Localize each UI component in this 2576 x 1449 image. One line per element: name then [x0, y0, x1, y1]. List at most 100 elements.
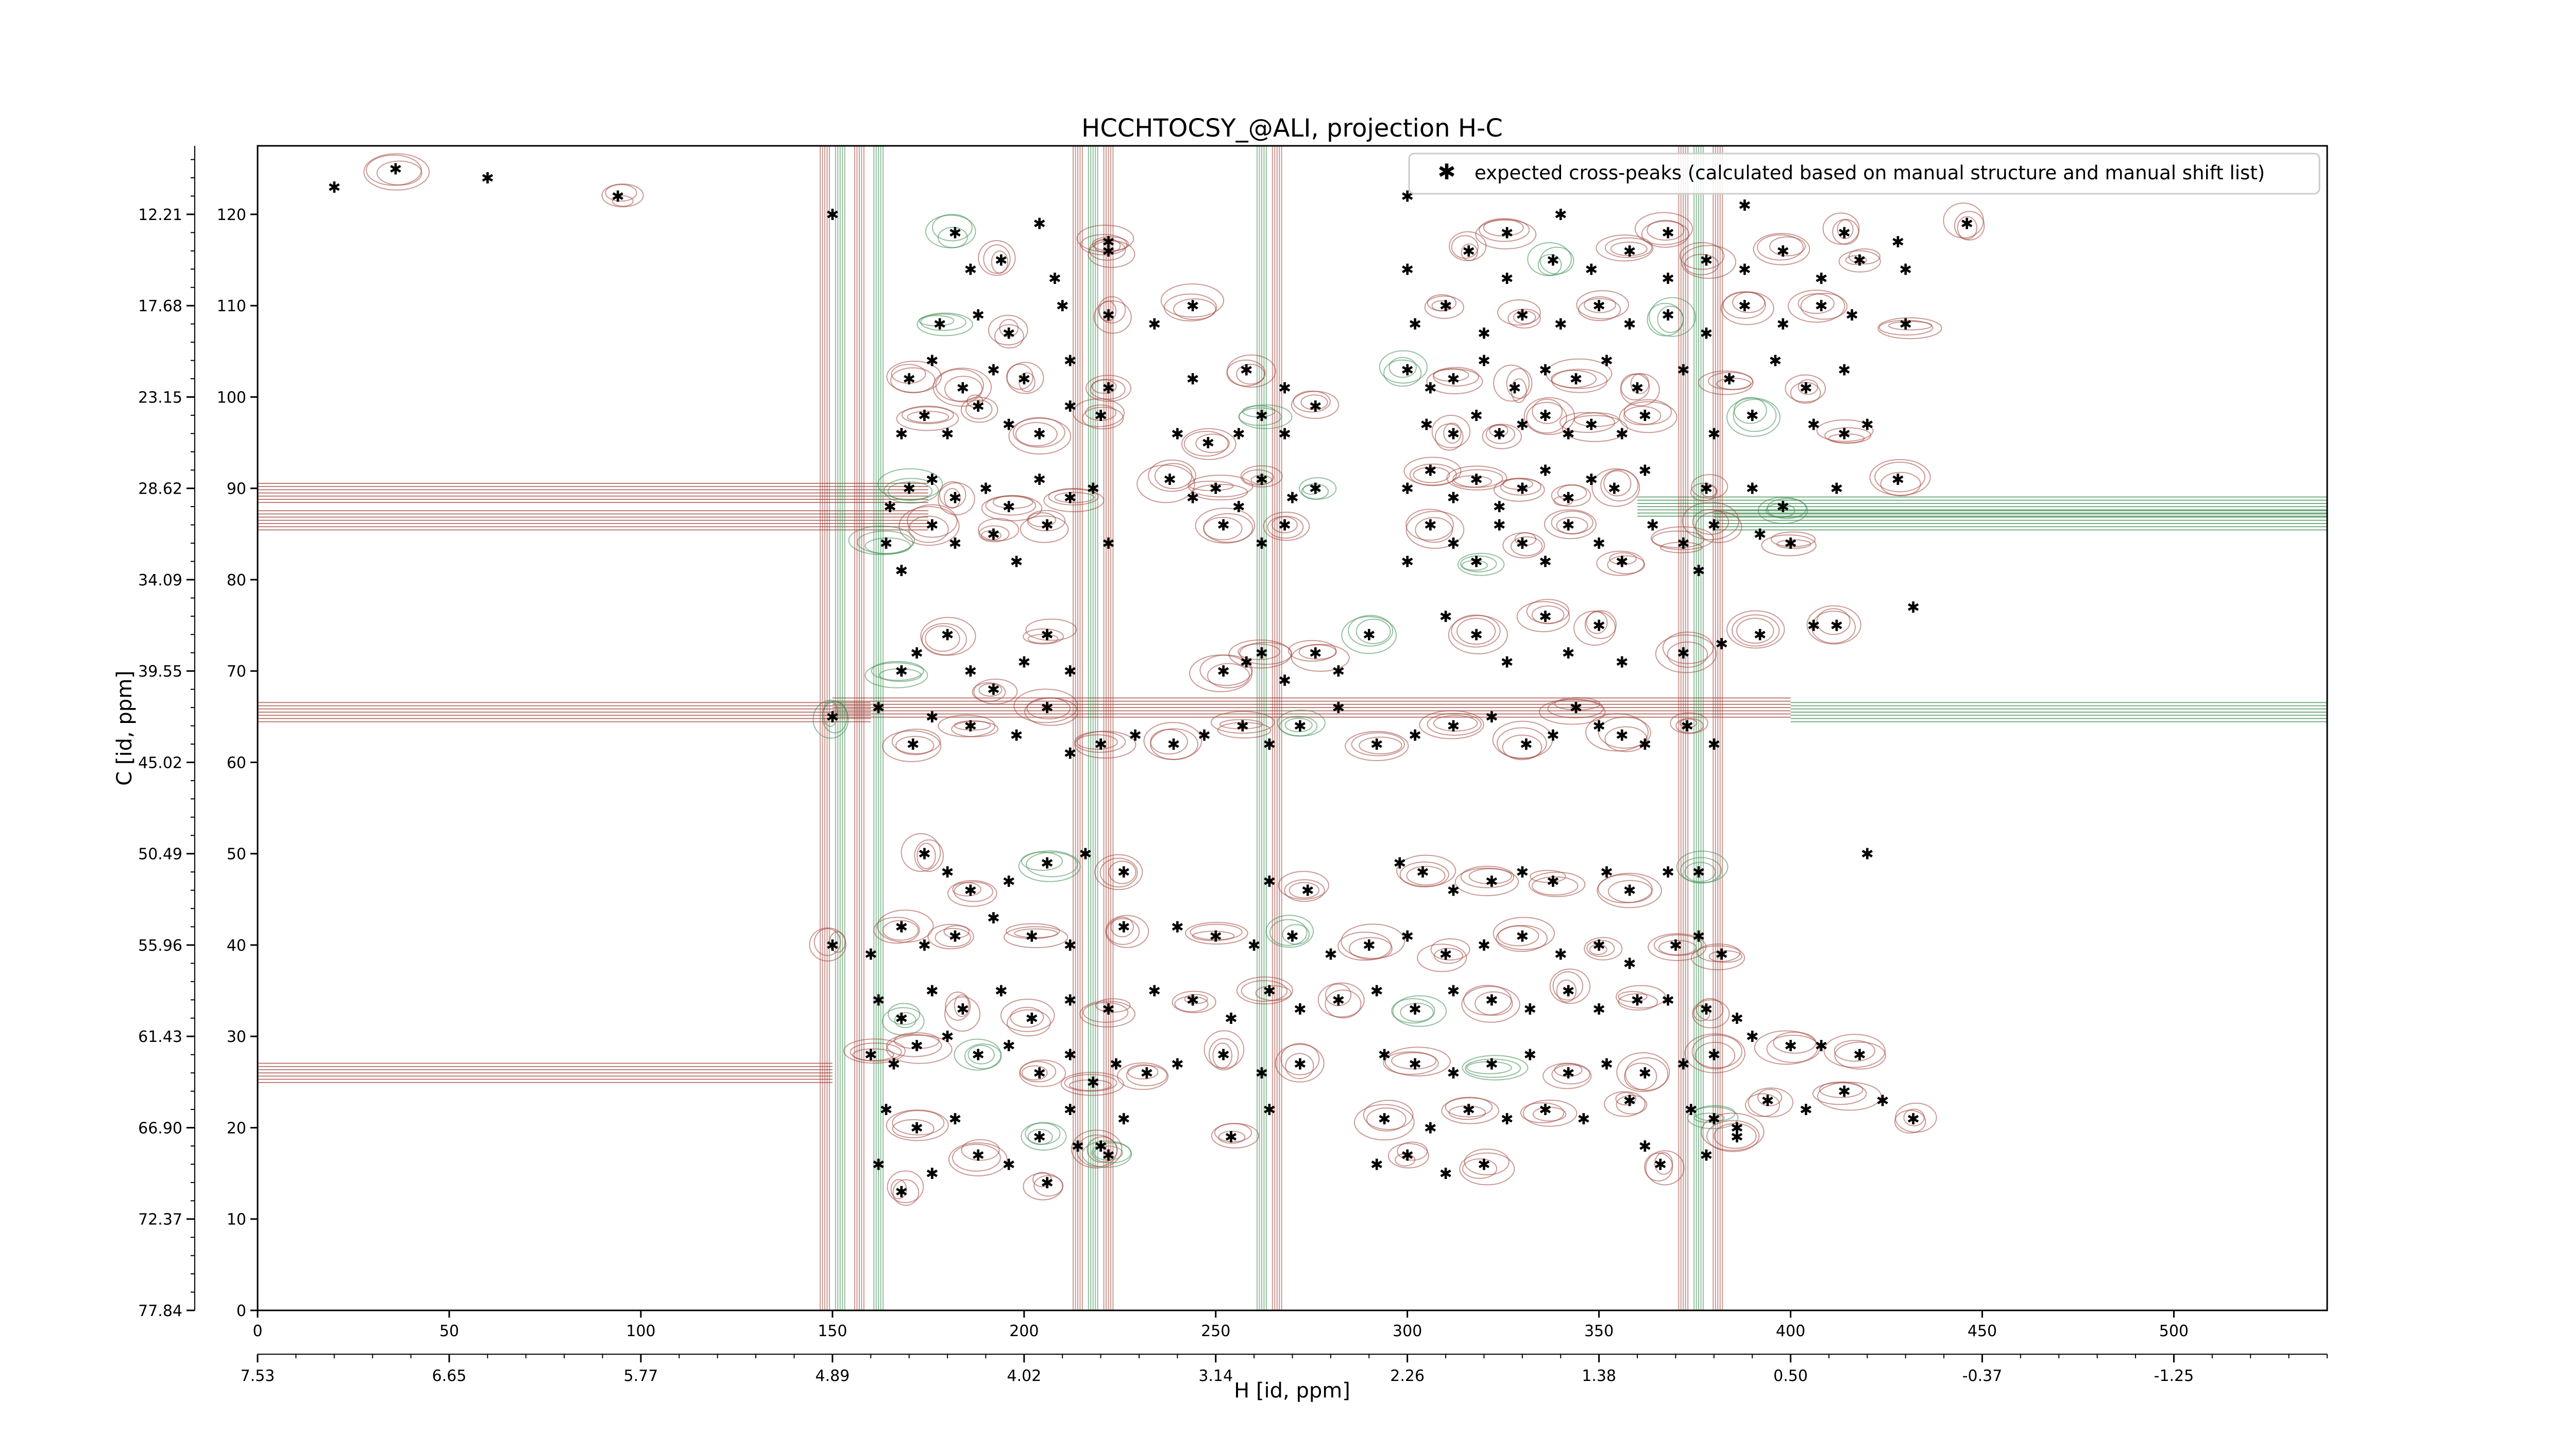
secondary-y-axis: 77.84 72.37 66.90 61.43 55.96 50.49 45.02 39.55…	[138, 146, 195, 1320]
contour-blob	[1190, 923, 1243, 940]
secondary-y-tick-label: 12.21	[138, 206, 182, 224]
contour-blob	[1604, 726, 1648, 752]
cross-peak-point: ✱	[941, 864, 954, 882]
contour-blob	[1355, 618, 1391, 645]
cross-peak-point: ✱	[1470, 553, 1483, 571]
cross-peak-point: ✱	[1700, 252, 1713, 270]
cross-peak-point: ✱	[964, 663, 977, 681]
cross-peak-point: ✱	[1592, 1001, 1605, 1019]
contour-blob	[1586, 611, 1608, 634]
cross-peak-point: ✱	[1102, 243, 1115, 261]
cross-peak-point: ✱	[1554, 946, 1567, 964]
contour-blob	[1023, 1172, 1063, 1201]
contour-blob	[1507, 308, 1541, 329]
contour-blob	[1625, 1057, 1669, 1091]
cross-peak-point: ✱	[1616, 553, 1629, 571]
contour-blob	[1064, 1074, 1117, 1092]
contour-blob	[894, 1012, 917, 1029]
cross-peak-point: ✱	[1263, 736, 1276, 754]
cross-peak-point: ✱	[1102, 233, 1115, 251]
contour-blob	[1285, 1053, 1314, 1080]
cross-peak-point: ✱	[1278, 672, 1291, 690]
cross-peak-point: ✱	[1041, 699, 1054, 717]
contour-blob	[1208, 1038, 1239, 1071]
secondary-x-tick-label: 4.89	[815, 1367, 850, 1385]
contour-blob	[1757, 234, 1804, 261]
contour-blob	[1172, 990, 1216, 1014]
contour-blob	[1493, 917, 1555, 950]
contour-blob	[1093, 1145, 1123, 1161]
cross-peak-point: ✱	[826, 709, 839, 727]
contour-blob	[1236, 976, 1294, 1005]
cross-peak-point: ✱	[1209, 480, 1222, 498]
contour-blob	[1300, 394, 1328, 410]
contour-blob	[1731, 614, 1780, 647]
contour-blob	[939, 481, 967, 508]
cross-peak-point: ✱	[1715, 946, 1728, 964]
contour-blob	[1787, 290, 1845, 323]
cross-peak-point: ✱	[1294, 718, 1307, 736]
contour-blob	[1655, 634, 1717, 673]
cross-peak-point: ✱	[1662, 991, 1674, 1009]
cross-peak-point: ✱	[1891, 471, 1904, 489]
contour-blob	[1211, 1123, 1259, 1149]
contour-blob	[1291, 391, 1340, 419]
contour-blob	[1027, 634, 1059, 644]
cross-peak-point: ✱	[895, 562, 908, 580]
x-tick-label: 0	[252, 1322, 262, 1340]
cross-peak-point: ✱	[1501, 270, 1514, 288]
contour-blob	[887, 1170, 924, 1203]
contour-blob	[1834, 1041, 1886, 1070]
contour-blob	[1736, 617, 1774, 644]
cross-peak-point: ✱	[1539, 462, 1552, 480]
contour-blob	[1584, 296, 1616, 313]
contour-blob	[1682, 501, 1740, 541]
contour-blob	[1603, 470, 1632, 497]
contour-blob	[1681, 245, 1737, 279]
contour-blob	[1475, 991, 1513, 1016]
contour-blob	[1076, 734, 1118, 750]
contour-blob	[994, 324, 1024, 349]
contour-blob	[1811, 611, 1856, 644]
contour-blob	[1684, 862, 1716, 882]
cross-peak-point: ✱	[1592, 937, 1605, 955]
cross-peak-point: ✱	[910, 645, 923, 663]
cross-peak-point: ✱	[1278, 425, 1291, 443]
contour-blob	[1019, 1059, 1066, 1087]
cross-peak-point: ✱	[1041, 854, 1054, 872]
contour-blob	[935, 928, 971, 948]
contour-blob	[925, 214, 976, 248]
cross-peak-point: ✱	[1002, 1037, 1015, 1055]
contour-blob	[363, 153, 430, 191]
contour-blob	[1184, 994, 1208, 1004]
contour-blob	[1769, 236, 1806, 257]
contour-blob	[1337, 932, 1392, 961]
y-axis: 0 10 20 30 40 50 60 70 80 90 100 110 120	[217, 206, 258, 1320]
contour-blob	[1800, 293, 1848, 320]
cross-peak-point: ✱	[1677, 361, 1690, 379]
contour-blob	[954, 881, 993, 902]
cross-peak-point: ✱	[1041, 1174, 1054, 1192]
cross-peak-point: ✱	[1592, 718, 1605, 736]
contour-blob	[1239, 404, 1293, 429]
cross-peak-point: ✱	[1309, 645, 1322, 663]
contour-blob	[1392, 995, 1447, 1027]
contour-blob	[1598, 716, 1652, 749]
contour-blob	[1482, 424, 1522, 449]
contour-blob	[809, 927, 846, 962]
cross-peak-point: ✱	[1033, 1065, 1046, 1083]
contour-blob	[1106, 918, 1140, 945]
cross-peak-point: ✱	[1409, 1055, 1421, 1073]
cross-peak-point: ✱	[872, 1156, 885, 1174]
cross-peak-point: ✱	[1217, 517, 1230, 535]
contour-blob	[1010, 1006, 1044, 1028]
contour-blob	[1551, 484, 1591, 507]
cross-peak-point: ✱	[1807, 416, 1820, 434]
contour-blob	[925, 625, 960, 652]
contour-blob	[920, 313, 967, 331]
cross-peak-point: ✱	[941, 626, 954, 644]
cross-peak-point: ✱	[903, 480, 916, 498]
cross-peak-point: ✱	[934, 316, 946, 334]
cross-peak-point: ✱	[1845, 307, 1858, 325]
